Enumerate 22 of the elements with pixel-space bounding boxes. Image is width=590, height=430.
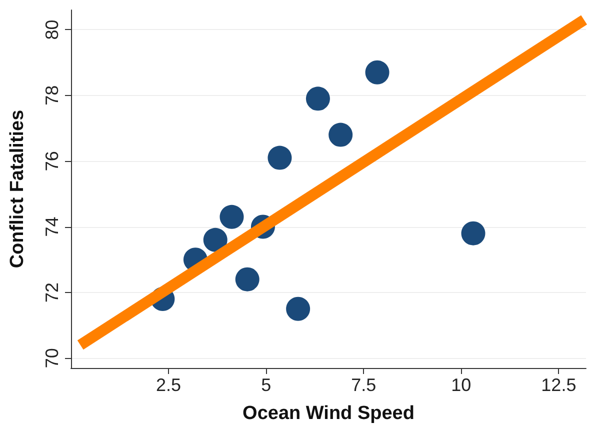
- point: [365, 60, 390, 84]
- point: [286, 296, 310, 321]
- point: [461, 221, 486, 246]
- x-tick-label: 7.5: [351, 375, 376, 395]
- y-tick-label: 80: [42, 20, 62, 40]
- y-tick-label: 70: [42, 348, 62, 368]
- point: [268, 146, 292, 170]
- x-tick-label: 12.5: [541, 375, 576, 395]
- x-tick-label: 2.5: [156, 375, 182, 395]
- y-axis-title: Conflict Fatalities: [7, 110, 28, 268]
- y-tick-label: 74: [42, 216, 62, 237]
- point: [220, 204, 244, 229]
- x-tick-label: 5: [261, 375, 272, 395]
- point: [203, 228, 228, 252]
- y-tick-label: 76: [42, 151, 62, 172]
- point: [306, 86, 330, 111]
- x-axis-title: Ocean Wind Speed: [242, 403, 414, 424]
- point: [328, 122, 353, 147]
- point: [235, 267, 260, 292]
- y-tick-label: 78: [42, 85, 62, 106]
- x-tick-label: 10: [451, 375, 472, 395]
- y-tick-label: 72: [42, 282, 62, 302]
